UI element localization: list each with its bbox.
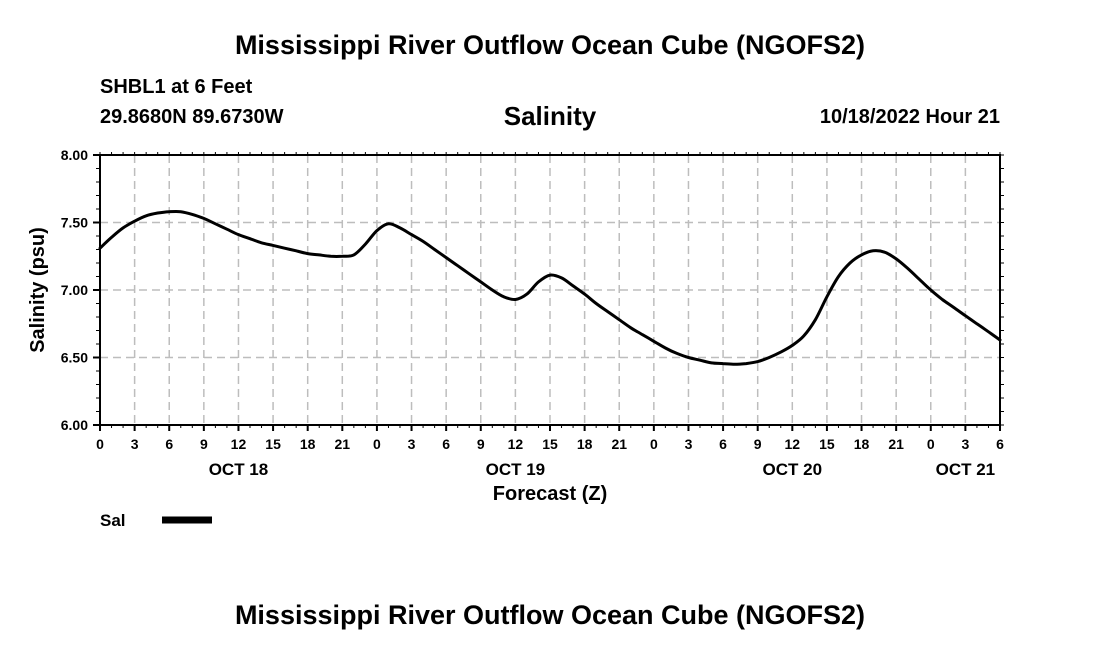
- x-tick-label: 15: [542, 436, 558, 452]
- x-tick-label: 3: [408, 436, 416, 452]
- x-tick-label: 3: [961, 436, 969, 452]
- next-chart-title: Mississippi River Outflow Ocean Cube (NG…: [234, 600, 866, 630]
- x-tick-label: 21: [888, 436, 904, 452]
- x-tick-label: 9: [754, 436, 762, 452]
- x-tick-label: 18: [854, 436, 870, 452]
- x-tick-label: 0: [96, 436, 104, 452]
- variable-title: Salinity: [503, 101, 597, 131]
- y-tick-label: 8.00: [61, 147, 88, 163]
- x-tick-label: 21: [611, 436, 627, 452]
- x-tick-label: 6: [165, 436, 173, 452]
- day-label: OCT 20: [763, 460, 823, 479]
- x-tick-label: 15: [265, 436, 281, 452]
- day-label: OCT 18: [209, 460, 269, 479]
- y-tick-label: 7.50: [61, 215, 88, 231]
- day-label: OCT 21: [936, 460, 996, 479]
- x-tick-label: 0: [927, 436, 935, 452]
- y-tick-label: 6.50: [61, 350, 88, 366]
- day-labels: OCT 18 OCT 19 OCT 20 OCT 21: [209, 460, 995, 479]
- y-tick-labels: 6.00 6.50 7.00 7.50 8.00: [61, 147, 88, 433]
- x-tick-label: 3: [685, 436, 693, 452]
- x-tick-label: 0: [650, 436, 658, 452]
- axis-ticks: [93, 152, 1004, 431]
- x-tick-label: 9: [477, 436, 485, 452]
- x-tick-label: 12: [785, 436, 801, 452]
- x-tick-label: 12: [231, 436, 247, 452]
- x-tick-label: 21: [335, 436, 351, 452]
- station-coordinates: 29.8680N 89.6730W: [100, 106, 284, 128]
- x-tick-label: 0: [373, 436, 381, 452]
- y-tick-label: 6.00: [61, 417, 88, 433]
- x-tick-label: 6: [442, 436, 450, 452]
- x-axis-label: Forecast (Z): [493, 483, 607, 505]
- day-label: OCT 19: [486, 460, 546, 479]
- x-tick-label: 3: [131, 436, 139, 452]
- station-label: SHBL1 at 6 Feet: [100, 76, 253, 98]
- x-tick-label: 6: [719, 436, 727, 452]
- grid-lines: [100, 155, 1000, 425]
- chart-title: Mississippi River Outflow Ocean Cube (NG…: [234, 30, 866, 60]
- x-tick-label: 9: [200, 436, 208, 452]
- forecast-datetime: 10/18/2022 Hour 21: [819, 106, 1000, 128]
- x-tick-label: 6: [996, 436, 1004, 452]
- x-tick-label: 18: [577, 436, 593, 452]
- y-axis-label: Salinity (psu): [27, 227, 49, 353]
- x-tick-labels: 0 3 6 9 12 15 18 21 0 3 6 9 12 15 18 21 0 3 6 9 12 15 18 21 0 3 6: [96, 436, 1004, 452]
- x-tick-label: 15: [819, 436, 835, 452]
- series-line-sal: [98, 209, 1002, 366]
- y-tick-label: 7.00: [61, 282, 88, 298]
- x-tick-label: 12: [508, 436, 524, 452]
- x-tick-label: 18: [300, 436, 316, 452]
- legend-label: Sal: [100, 511, 126, 530]
